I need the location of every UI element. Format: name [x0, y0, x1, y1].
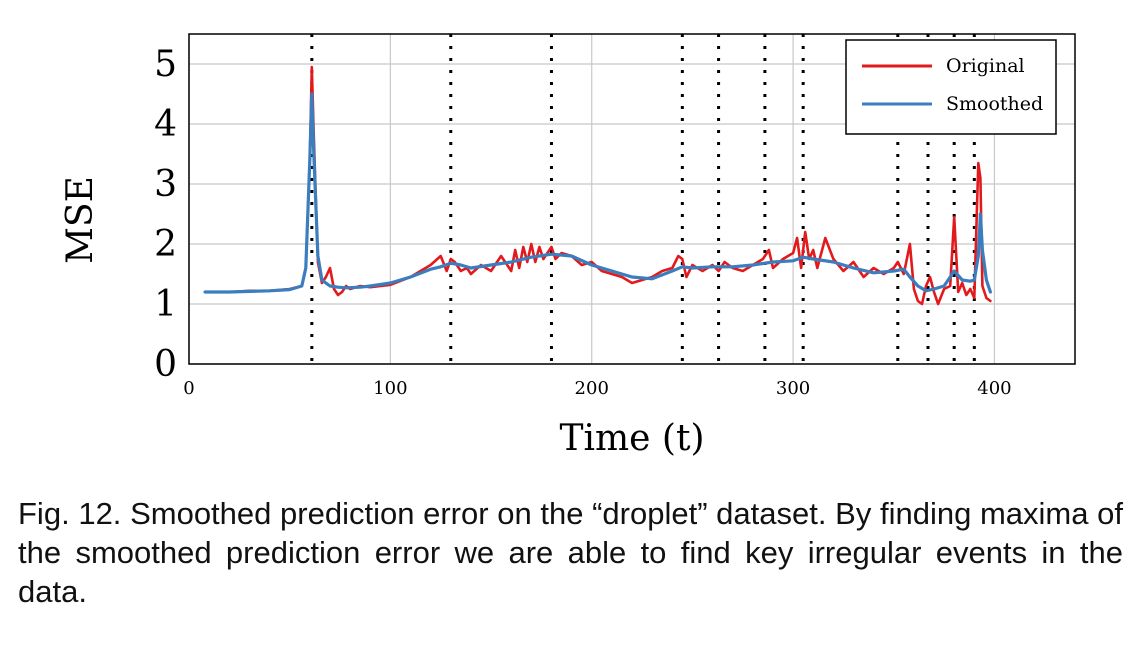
y-tick-label: 1 [154, 284, 177, 325]
plot-frame [188, 33, 1076, 365]
x-axis-title: Time (t) [560, 418, 705, 459]
y-tick-label: 2 [154, 224, 177, 265]
y-axis-title: MSE [60, 176, 101, 264]
x-tick-label: 300 [776, 378, 810, 399]
legend-label-original: Original [946, 55, 1025, 77]
x-tick-label: 200 [575, 378, 609, 399]
x-tick-label: 400 [977, 378, 1011, 399]
figure-caption: Fig. 12. Smoothed prediction error on th… [18, 496, 1123, 609]
series-lines [203, 65, 992, 306]
series-line-smoothed [203, 92, 992, 294]
x-tick-labels: 0 100 200 300 400 [183, 378, 1011, 399]
x-tick-label: 0 [183, 378, 194, 399]
y-tick-label: 5 [154, 44, 177, 85]
legend-label-smoothed: Smoothed [946, 93, 1043, 115]
y-tick-label: 3 [154, 164, 177, 205]
y-tick-label: 0 [154, 344, 177, 385]
legend: Original Smoothed [845, 39, 1057, 135]
y-tick-label: 4 [154, 104, 177, 145]
legend-box [845, 39, 1057, 135]
chart: 0 100 200 300 400 0 1 2 3 4 5 Time (t) MSE Origin… [60, 33, 1076, 459]
x-tick-label: 100 [373, 378, 407, 399]
y-tick-labels: 0 1 2 3 4 5 [154, 44, 177, 385]
